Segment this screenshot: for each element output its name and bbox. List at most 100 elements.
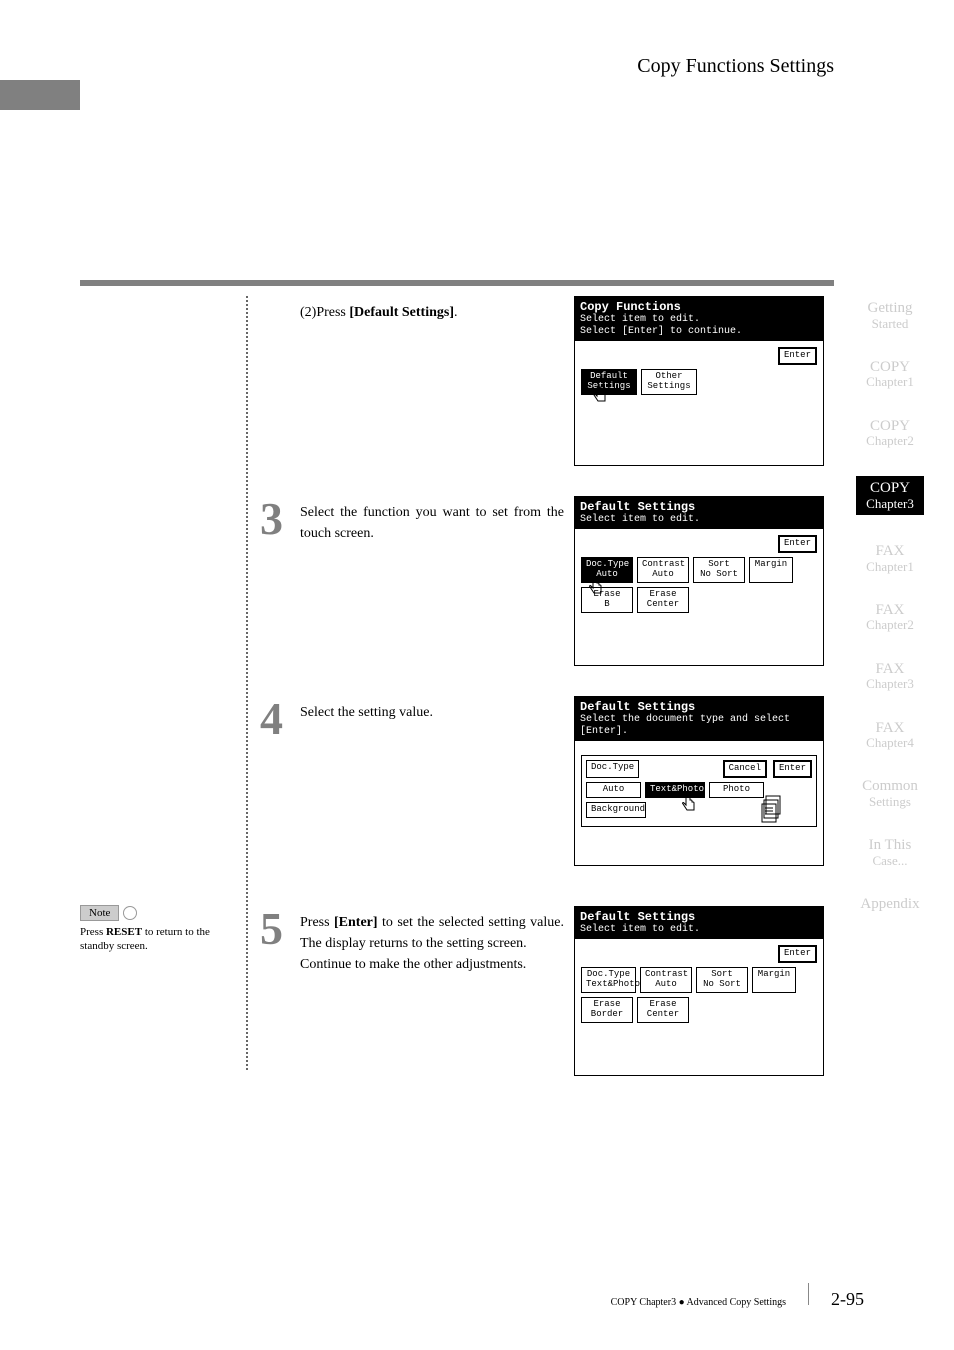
bold: [Default Settings]	[349, 305, 454, 320]
label: Sort	[708, 559, 730, 569]
screen-body: Enter Doc.TypeText&Photo ContrastAuto So…	[575, 939, 823, 1067]
screen-subtitle: Select item to edit.	[580, 514, 818, 526]
tab-appendix[interactable]: Appendix	[856, 896, 924, 913]
background-button[interactable]: Background	[586, 802, 646, 818]
contrast-button[interactable]: ContrastAuto	[640, 967, 692, 993]
label: COPY	[870, 359, 910, 375]
label: Auto	[655, 979, 677, 989]
label: Chapter3	[866, 496, 914, 511]
label: COPY	[870, 480, 910, 496]
hand-pointer-icon	[678, 794, 702, 818]
screen-subtitle: Select the document type and select [Ent…	[580, 714, 818, 738]
tab-fax-ch3[interactable]: FAXChapter3	[856, 661, 924, 692]
step-instruction: Select the setting value.	[300, 696, 574, 886]
erase-border-button[interactable]: EraseBorder	[581, 997, 633, 1023]
label: Chapter2	[866, 433, 914, 448]
note-box: Note Press RESET to return to the standb…	[80, 905, 230, 954]
label: Chapter3	[866, 676, 914, 691]
label: Started	[872, 316, 909, 331]
screen-subtitle: Select [Enter] to continue.	[580, 326, 818, 338]
header-grey-block	[0, 80, 80, 110]
doctype-label: Doc.Type	[586, 760, 639, 778]
label: Settings	[869, 794, 911, 809]
contrast-button[interactable]: ContrastAuto	[637, 557, 689, 583]
margin-button[interactable]: Margin	[752, 967, 796, 993]
label: Getting	[868, 300, 913, 316]
enter-button[interactable]: Enter	[778, 347, 817, 365]
label: Common	[862, 778, 918, 794]
step-instruction: Select the function you want to set from…	[300, 496, 574, 676]
tab-in-this-case[interactable]: In ThisCase...	[856, 837, 924, 868]
lcd-screen-default-settings: Default Settings Select item to edit. En…	[574, 496, 824, 666]
tab-fax-ch4[interactable]: FAXChapter4	[856, 720, 924, 751]
page-number: 2-95	[831, 1289, 864, 1310]
label: Default	[590, 371, 628, 381]
section-rule	[80, 280, 834, 286]
tab-fax-ch2[interactable]: FAXChapter2	[856, 602, 924, 633]
tab-copy-ch2[interactable]: COPYChapter2	[856, 418, 924, 449]
enter-button[interactable]: Enter	[778, 535, 817, 553]
key: RESET	[106, 926, 142, 938]
screen-title: Copy Functions	[580, 300, 818, 314]
auto-button[interactable]: Auto	[586, 782, 641, 798]
doctype-button[interactable]: Doc.TypeText&Photo	[581, 967, 636, 993]
margin-button[interactable]: Margin	[749, 557, 793, 583]
label: Chapter2	[866, 617, 914, 632]
lcd-screen-doctype: Default Settings Select the document typ…	[574, 696, 824, 866]
screen-header: Default Settings Select item to edit.	[575, 497, 823, 529]
lcd-screen-copy-functions: Copy Functions Select item to edit. Sele…	[574, 296, 824, 466]
screen-header: Default Settings Select the document typ…	[575, 697, 823, 741]
screen-body: Doc.Type Cancel Enter Auto Text&Photo Ph…	[575, 741, 823, 869]
label: Erase	[593, 999, 620, 1009]
label: Center	[647, 1009, 679, 1019]
tab-copy-ch3[interactable]: COPYChapter3	[856, 476, 924, 515]
label: Doc.Type	[586, 559, 629, 569]
enter-button[interactable]: Enter	[778, 945, 817, 963]
step-instruction: (2)Press [Default Settings].	[300, 296, 574, 476]
other-settings-button[interactable]: OtherSettings	[641, 369, 697, 395]
label: Chapter1	[866, 559, 914, 574]
erase-center-button[interactable]: EraseCenter	[637, 997, 689, 1023]
label: Erase	[649, 589, 676, 599]
tab-getting-started[interactable]: GettingStarted	[856, 300, 924, 331]
screen-header: Default Settings Select item to edit.	[575, 907, 823, 939]
label: Contrast	[642, 559, 685, 569]
cancel-button[interactable]: Cancel	[723, 760, 767, 778]
label: FAX	[876, 543, 905, 559]
text: Press	[80, 926, 106, 938]
note-text: Press RESET to return to the standby scr…	[80, 925, 230, 954]
screen-body: Enter Default Settings OtherSettings	[575, 341, 823, 469]
lcd-screen-default-settings-2: Default Settings Select item to edit. En…	[574, 906, 824, 1076]
tab-common-settings[interactable]: CommonSettings	[856, 778, 924, 809]
bold: [Enter]	[334, 915, 378, 930]
sort-button[interactable]: SortNo Sort	[693, 557, 745, 583]
label: No Sort	[700, 569, 738, 579]
screen-title: Default Settings	[580, 500, 818, 514]
tab-fax-ch1[interactable]: FAXChapter1	[856, 543, 924, 574]
screen-subtitle: Select item to edit.	[580, 924, 818, 936]
erase-center-button[interactable]: EraseCenter	[637, 587, 689, 613]
label: Sort	[711, 969, 733, 979]
label: Other	[655, 371, 682, 381]
label: Border	[591, 1009, 623, 1019]
label: No Sort	[703, 979, 741, 989]
tab-copy-ch1[interactable]: COPYChapter1	[856, 359, 924, 390]
hand-pointer-icon	[585, 577, 609, 601]
label: Settings	[647, 381, 690, 391]
breadcrumb: COPY Chapter3 ● Advanced Copy Settings	[611, 1297, 786, 1308]
label: COPY	[870, 418, 910, 434]
sort-button[interactable]: SortNo Sort	[696, 967, 748, 993]
label: Chapter1	[866, 374, 914, 389]
separator	[808, 1283, 809, 1305]
text: Press	[300, 915, 334, 930]
note-tag: Note	[80, 905, 119, 921]
enter-button[interactable]: Enter	[773, 760, 812, 778]
step-2: (2)Press [Default Settings]. Copy Functi…	[260, 296, 824, 476]
photo-button[interactable]: Photo	[709, 782, 764, 798]
text: .	[454, 305, 458, 320]
step-number	[260, 296, 300, 476]
label: Case...	[872, 853, 907, 868]
label: In This	[869, 837, 912, 853]
step-3: 3 Select the function you want to set fr…	[260, 496, 824, 676]
label: Auto	[652, 569, 674, 579]
